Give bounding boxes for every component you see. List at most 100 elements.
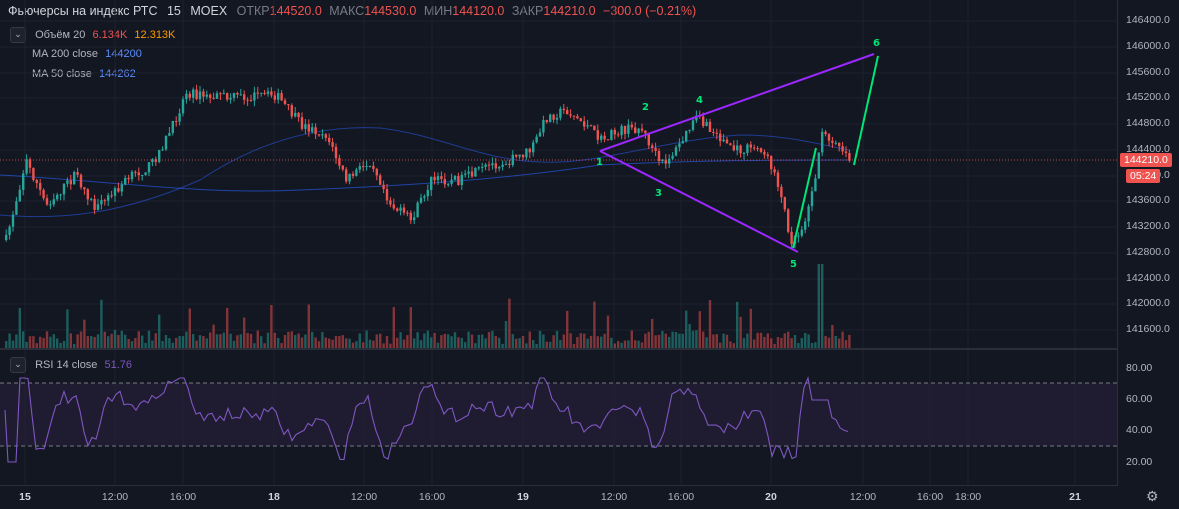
chevron-down-icon[interactable]: ⌄ xyxy=(10,27,26,43)
volume-bar xyxy=(838,338,841,348)
time-axis-label: 19 xyxy=(517,491,529,503)
volume-bar xyxy=(566,310,569,348)
candle-body xyxy=(243,94,246,100)
volume-bar xyxy=(331,339,334,348)
candle-body xyxy=(603,135,606,140)
volume-bar xyxy=(674,332,678,348)
candle-body xyxy=(362,166,365,168)
volume-bar xyxy=(552,335,555,348)
candle-body xyxy=(481,166,484,168)
volume-bar xyxy=(657,334,661,348)
candle-body xyxy=(120,184,123,192)
volume-bar xyxy=(137,331,140,348)
candle-body xyxy=(708,121,712,132)
volume-bar xyxy=(297,333,300,348)
volume-bar xyxy=(229,333,232,348)
chevron-down-icon[interactable]: ⌄ xyxy=(10,357,26,373)
volume-bar xyxy=(351,342,355,348)
candle-body xyxy=(453,176,457,180)
candle-body xyxy=(253,92,256,101)
volume-bar xyxy=(834,336,837,348)
volume-bar xyxy=(205,338,208,348)
ma200-legend[interactable]: MA 200 close 144200 xyxy=(10,48,142,60)
candle-body xyxy=(260,92,263,94)
volume-bar xyxy=(671,331,674,348)
volume-bar xyxy=(158,314,161,348)
low-value: 144120.0 xyxy=(452,4,505,18)
candle-body xyxy=(8,226,11,236)
candle-body xyxy=(396,208,399,211)
candle-body xyxy=(345,169,348,182)
volume-bar xyxy=(793,335,797,348)
candle-body xyxy=(494,163,497,169)
volume-bar xyxy=(494,336,497,348)
candle-body xyxy=(423,196,426,198)
close-value: 144210.0 xyxy=(543,4,596,18)
volume-bar xyxy=(589,335,593,348)
symbol-title[interactable]: Фьючерсы на индекс РТС xyxy=(8,4,158,18)
chart-canvas[interactable] xyxy=(0,0,1118,485)
volume-bar xyxy=(195,340,198,348)
candle-body xyxy=(375,168,378,176)
candle-body xyxy=(15,201,18,215)
candle-body xyxy=(178,113,181,122)
candle-body xyxy=(623,125,627,134)
candle-body xyxy=(460,174,463,185)
symbol-interval[interactable]: 15 xyxy=(166,4,181,18)
candle-body xyxy=(511,154,514,165)
volume-bar xyxy=(654,335,657,348)
time-axis[interactable]: 15 12:00 16:00 18 12:00 16:00 19 12:00 1… xyxy=(0,485,1118,509)
candle-body xyxy=(110,195,113,197)
price-axis-label: 143600.0 xyxy=(1126,194,1170,206)
candle-body xyxy=(11,214,15,227)
volume-bar xyxy=(746,333,749,348)
volume-bar xyxy=(171,342,174,348)
volume-bar xyxy=(263,343,266,348)
volume-bar xyxy=(433,332,436,348)
change-value: −300.0 (−0.21%) xyxy=(603,4,697,18)
low-label: МИН xyxy=(423,4,453,18)
candle-body xyxy=(443,179,446,185)
candle-body xyxy=(358,166,361,170)
rsi-value: 51.76 xyxy=(104,358,133,371)
volume-bar xyxy=(606,315,610,348)
rsi-legend[interactable]: ⌄ RSI 14 close 51.76 xyxy=(10,357,132,373)
volume-bar xyxy=(732,343,735,348)
volume-bar xyxy=(141,335,144,348)
gear-icon[interactable]: ⚙ xyxy=(1146,488,1159,504)
candle-body xyxy=(277,93,280,100)
volume-bar xyxy=(100,299,103,348)
volume-bar xyxy=(450,336,453,348)
candle-body xyxy=(5,235,8,240)
candle-body xyxy=(647,133,650,146)
volume-label: Объём 20 xyxy=(35,28,86,41)
time-axis-label: 18 xyxy=(268,491,280,503)
candlesticks xyxy=(5,84,851,250)
price-axis-label: 142800.0 xyxy=(1126,246,1170,258)
volume-bar xyxy=(515,338,518,348)
candle-body xyxy=(640,128,644,131)
volume-bar xyxy=(192,334,195,348)
candle-body xyxy=(589,125,593,127)
price-axis[interactable]: 146400.0 146000.0 145600.0 145200.0 144800.0… xyxy=(1117,0,1179,485)
volume-bar xyxy=(766,333,769,348)
candle-body xyxy=(787,209,790,232)
ma50-legend[interactable]: MA 50 close 144262 xyxy=(10,68,136,80)
candle-body xyxy=(848,153,851,161)
volume-bar xyxy=(477,334,480,348)
candle-body xyxy=(76,172,79,175)
candle-body xyxy=(96,204,100,210)
candle-body xyxy=(147,162,151,173)
volume-bar xyxy=(266,332,270,348)
high-label: МАКС xyxy=(329,4,365,18)
volume-bar xyxy=(402,339,406,348)
candle-body xyxy=(42,189,45,199)
volume-indicator-legend[interactable]: ⌄ Объём 20 6.134K 12.313K xyxy=(10,27,175,43)
green-wave-up-2 xyxy=(853,55,879,166)
volume-bar xyxy=(511,334,514,348)
candle-body xyxy=(780,186,783,198)
pane-separator[interactable] xyxy=(0,348,1118,350)
candle-body xyxy=(521,154,525,158)
candle-body xyxy=(86,189,89,200)
candle-body xyxy=(25,159,28,174)
